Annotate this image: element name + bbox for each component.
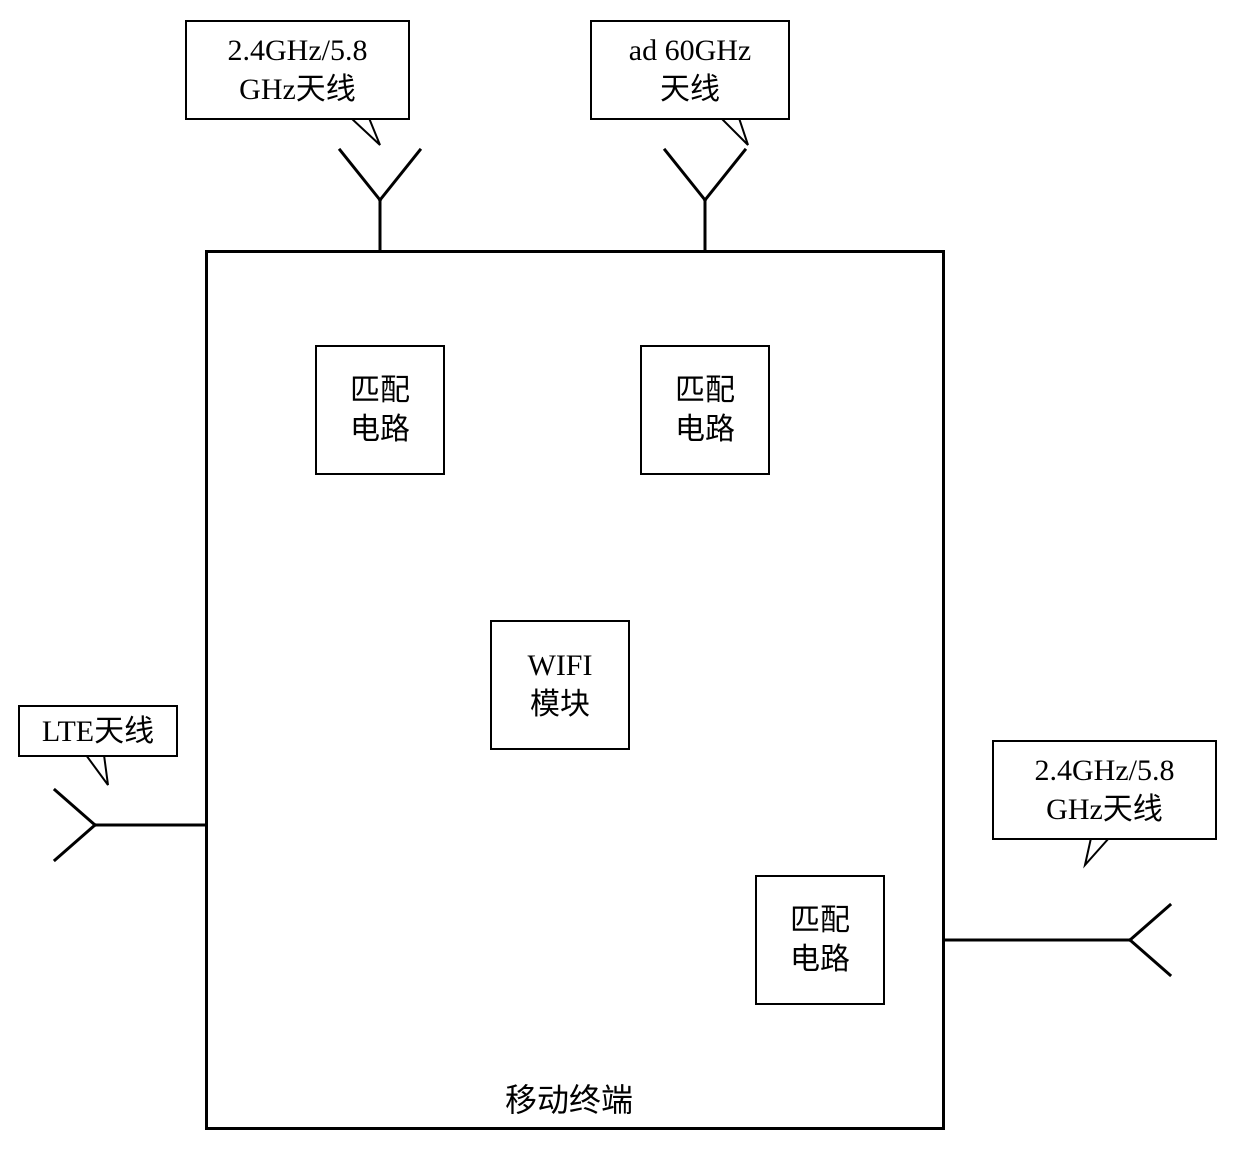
callout-antenna-top-left: 2.4GHz/5.8GHz天线 [185, 20, 410, 120]
callout-antenna-top-right: ad 60GHz天线 [590, 20, 790, 120]
callout-antenna-top-left-text: 2.4GHz/5.8GHz天线 [228, 31, 368, 109]
match-circuit-bottom-right: 匹配电路 [755, 875, 885, 1005]
callout-antenna-bottom-right: 2.4GHz/5.8GHz天线 [992, 740, 1217, 840]
match-circuit-top-left-text: 匹配电路 [350, 371, 410, 449]
match-circuit-top-right: 匹配电路 [640, 345, 770, 475]
callout-antenna-lte: LTE天线 [18, 705, 178, 757]
diagram-canvas: 移动终端 2.4GHz/5.8GHz天线 ad 60GHz天线 LTE天线 2.… [0, 0, 1240, 1170]
callout-antenna-bottom-right-text: 2.4GHz/5.8GHz天线 [1035, 751, 1175, 829]
mobile-terminal-label: 移动终端 [505, 1075, 633, 1121]
wifi-module: WIFI模块 [490, 620, 630, 750]
match-circuit-bottom-right-text: 匹配电路 [790, 901, 850, 979]
wifi-module-text: WIFI模块 [528, 646, 593, 724]
match-circuit-top-right-text: 匹配电路 [675, 371, 735, 449]
callout-antenna-top-right-text: ad 60GHz天线 [629, 31, 751, 109]
callout-antenna-lte-text: LTE天线 [42, 712, 154, 751]
match-circuit-top-left: 匹配电路 [315, 345, 445, 475]
